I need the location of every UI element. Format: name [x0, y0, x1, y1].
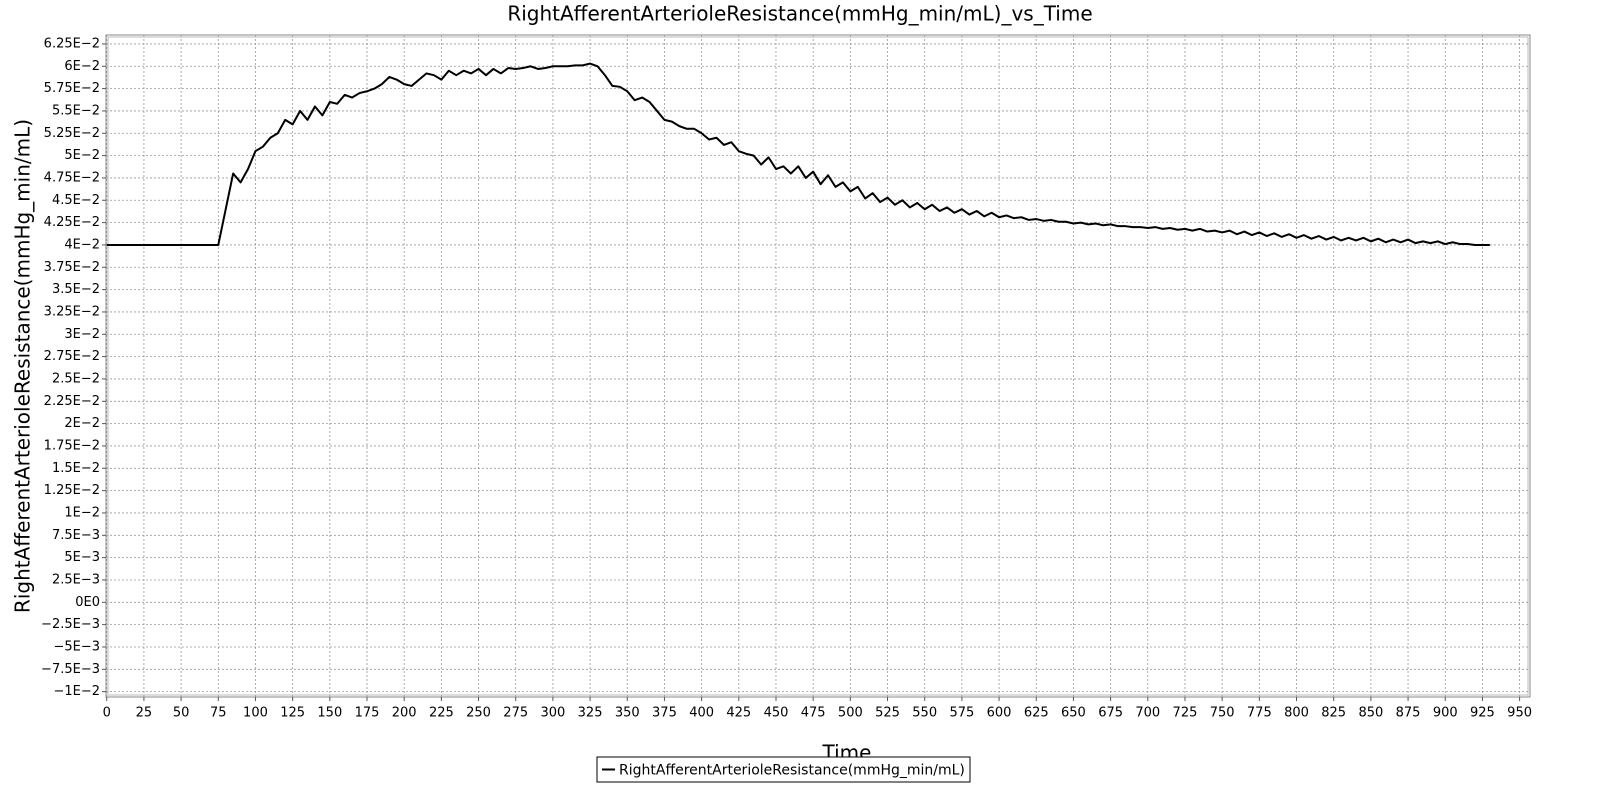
y-tick-label: 4.75E−2 — [44, 170, 100, 185]
x-tick-label: 600 — [987, 706, 1012, 721]
y-tick-label: 6.25E−2 — [44, 36, 100, 51]
x-tick-label: 500 — [838, 706, 863, 721]
y-axis-label: RightAfferentArterioleResistance(mmHg_mi… — [11, 119, 35, 613]
y-tick-label: 1.25E−2 — [44, 483, 100, 498]
y-tick-label: 1.75E−2 — [44, 438, 100, 453]
y-tick-label: 3.75E−2 — [44, 260, 100, 275]
x-tick-label: 775 — [1247, 706, 1272, 721]
x-tick-label: 300 — [540, 706, 565, 721]
x-tick-label: 850 — [1358, 706, 1383, 721]
y-tick-label: 0E0 — [75, 595, 100, 610]
legend-label: RightAfferentArterioleResistance(mmHg_mi… — [619, 763, 965, 779]
plot-inner-frame — [107, 36, 1529, 696]
x-tick-label: 625 — [1024, 706, 1049, 721]
y-tick-label: 1E−2 — [64, 505, 100, 520]
x-tick-label: 675 — [1098, 706, 1123, 721]
legend-box — [596, 756, 971, 783]
y-tick-label: 7.5E−3 — [52, 528, 100, 543]
x-tick-label: 75 — [210, 706, 227, 721]
x-tick-label: 50 — [173, 706, 190, 721]
y-tick-label: 5E−2 — [64, 148, 100, 163]
y-tick-label: 3.25E−2 — [44, 304, 100, 319]
y-tick-label: 3.5E−2 — [52, 282, 100, 297]
y-tick-label: 2E−2 — [64, 416, 100, 431]
y-tick-label: 4.25E−2 — [44, 215, 100, 230]
x-tick-label: 725 — [1173, 706, 1198, 721]
x-tick-label: 825 — [1321, 706, 1346, 721]
x-tick-label: 925 — [1470, 706, 1495, 721]
y-tick-label: 3E−2 — [64, 327, 100, 342]
x-tick-label: 875 — [1396, 706, 1421, 721]
x-tick-label: 575 — [949, 706, 974, 721]
y-tick-label: −2.5E−3 — [41, 617, 100, 632]
chart-title: RightAfferentArterioleResistance(mmHg_mi… — [507, 2, 1092, 26]
plot-frame — [105, 34, 1531, 698]
x-tick-label: 375 — [652, 706, 677, 721]
x-tick-label: 650 — [1061, 706, 1086, 721]
x-tick-label: 125 — [280, 706, 305, 721]
y-tick-label: 2.5E−2 — [52, 371, 100, 386]
x-tick-label: 750 — [1210, 706, 1235, 721]
x-tick-label: 350 — [615, 706, 640, 721]
x-tick-label: 400 — [689, 706, 714, 721]
x-tick-label: 800 — [1284, 706, 1309, 721]
x-tick-label: 200 — [392, 706, 417, 721]
x-tick-label: 175 — [355, 706, 380, 721]
x-tick-label: 475 — [801, 706, 826, 721]
x-tick-label: 25 — [136, 706, 153, 721]
y-tick-label: 5.25E−2 — [44, 126, 100, 141]
y-tick-label: 4.5E−2 — [52, 193, 100, 208]
y-tick-label: 2.75E−2 — [44, 349, 100, 364]
x-tick-label: 250 — [466, 706, 491, 721]
x-tick-label: 325 — [578, 706, 603, 721]
y-tick-label: −7.5E−3 — [41, 662, 100, 677]
x-tick-label: 425 — [726, 706, 751, 721]
y-tick-label: 5.75E−2 — [44, 81, 100, 96]
y-tick-label: 6E−2 — [64, 59, 100, 74]
x-tick-label: 100 — [243, 706, 268, 721]
x-tick-label: 550 — [912, 706, 937, 721]
y-tick-label: 1.5E−2 — [52, 461, 100, 476]
x-tick-label: 950 — [1507, 706, 1532, 721]
y-tick-label: 2.25E−2 — [44, 394, 100, 409]
x-tick-label: 275 — [503, 706, 528, 721]
x-tick-label: 450 — [764, 706, 789, 721]
y-tick-label: 5E−3 — [64, 550, 100, 565]
y-tick-label: −5E−3 — [53, 639, 100, 654]
x-tick-label: 0 — [103, 706, 111, 721]
y-tick-label: −1E−2 — [53, 684, 100, 699]
y-tick-label: 4E−2 — [64, 237, 100, 252]
x-tick-label: 225 — [429, 706, 454, 721]
y-tick-label: 2.5E−3 — [52, 572, 100, 587]
x-tick-label: 525 — [875, 706, 900, 721]
data-line — [106, 62, 1490, 246]
x-tick-label: 900 — [1433, 706, 1458, 721]
x-tick-label: 150 — [317, 706, 342, 721]
x-tick-label: 700 — [1135, 706, 1160, 721]
y-tick-label: 5.5E−2 — [52, 103, 100, 118]
